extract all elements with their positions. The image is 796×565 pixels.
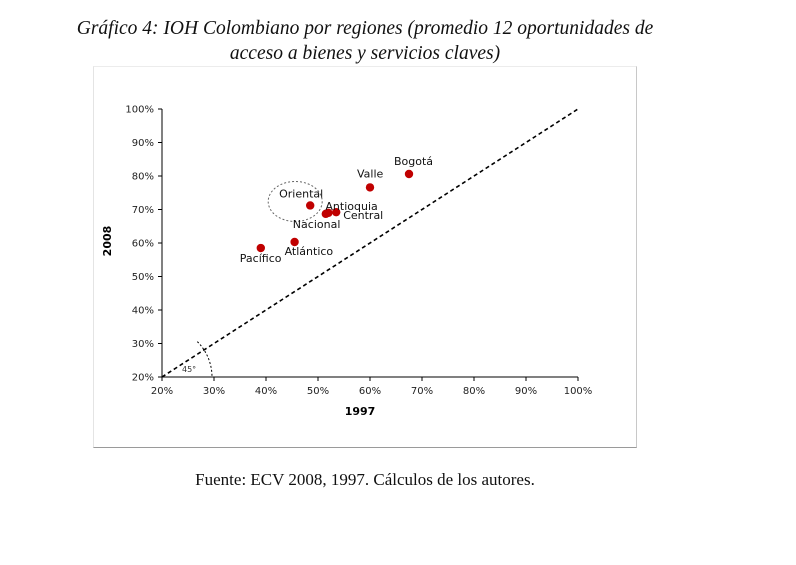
- point-bogota: [404, 169, 414, 179]
- y-tick-label: 90%: [132, 138, 154, 149]
- label-oriental: Oriental: [279, 187, 323, 200]
- y-tick-label: 60%: [132, 239, 154, 250]
- x-tick-label: 30%: [203, 386, 225, 397]
- y-tick-label: 30%: [132, 339, 154, 350]
- y-tick-label: 20%: [132, 373, 154, 384]
- y-tick-group: 20% 30% 40% 50% 60% 70% 80% 90% 100%: [125, 105, 162, 384]
- y-tick-label: 70%: [132, 205, 154, 216]
- x-tick-label: 100%: [564, 386, 593, 397]
- label-valle: Valle: [357, 167, 384, 180]
- x-tick-label: 40%: [255, 386, 277, 397]
- point-atlantico: [290, 237, 299, 247]
- x-tick-label: 50%: [307, 386, 329, 397]
- y-tick-label: 100%: [125, 105, 154, 116]
- figure-caption: Gráfico 4: IOH Colombiano por regiones (…: [0, 16, 730, 66]
- caption-line-1: Gráfico 4: IOH Colombiano por regiones (…: [76, 18, 654, 39]
- x-tick-label: 80%: [463, 386, 485, 397]
- label-pacifico: Pacífico: [240, 252, 282, 265]
- y-tick-label: 80%: [132, 172, 154, 183]
- label-central: Central: [343, 209, 383, 222]
- point-oriental: [306, 201, 315, 210]
- data-points: [256, 169, 414, 253]
- caption-line-2: acceso a bienes y servicios claves): [229, 43, 501, 64]
- scatter-chart: 20% 30% 40% 50% 60% 70% 80% 90% 100% 20% 30% 40% 50…: [101, 105, 592, 419]
- x-tick-label: 60%: [359, 386, 381, 397]
- label-antioquia: Antioquia: [325, 200, 377, 213]
- point-pacifico: [256, 243, 265, 253]
- x-tick-label: 90%: [515, 386, 537, 397]
- reference-45-line: [161, 108, 579, 378]
- x-tick-label: 20%: [151, 386, 173, 397]
- point-valle: [365, 183, 375, 192]
- point-labels: Bogotá Valle OrientalAntioquiaCentralNacio…: [240, 155, 433, 265]
- x-axis-label: 1997: [345, 405, 376, 418]
- point-nacional: [321, 209, 330, 219]
- source-note: Fuente: ECV 2008, 1997. Cálculos de los …: [195, 470, 535, 489]
- point-central: [332, 207, 341, 217]
- angle-label: 45°: [182, 365, 196, 374]
- label-nacional: Nacional: [293, 218, 341, 231]
- x-tick-label: 70%: [411, 386, 433, 397]
- y-axis-label: 2008: [101, 226, 114, 257]
- y-tick-label: 40%: [132, 306, 154, 317]
- label-atlantico: Atlántico: [285, 245, 334, 258]
- y-tick-label: 50%: [132, 272, 154, 283]
- oriental-highlight-ellipse: [267, 180, 323, 222]
- angle-arc: [197, 341, 213, 378]
- label-bogota: Bogotá: [394, 155, 433, 168]
- chart-frame: 20% 30% 40% 50% 60% 70% 80% 90% 100% 20% 30% 40% 50…: [93, 66, 637, 448]
- x-tick-group: 20% 30% 40% 50% 60% 70% 80% 90% 100%: [151, 377, 592, 397]
